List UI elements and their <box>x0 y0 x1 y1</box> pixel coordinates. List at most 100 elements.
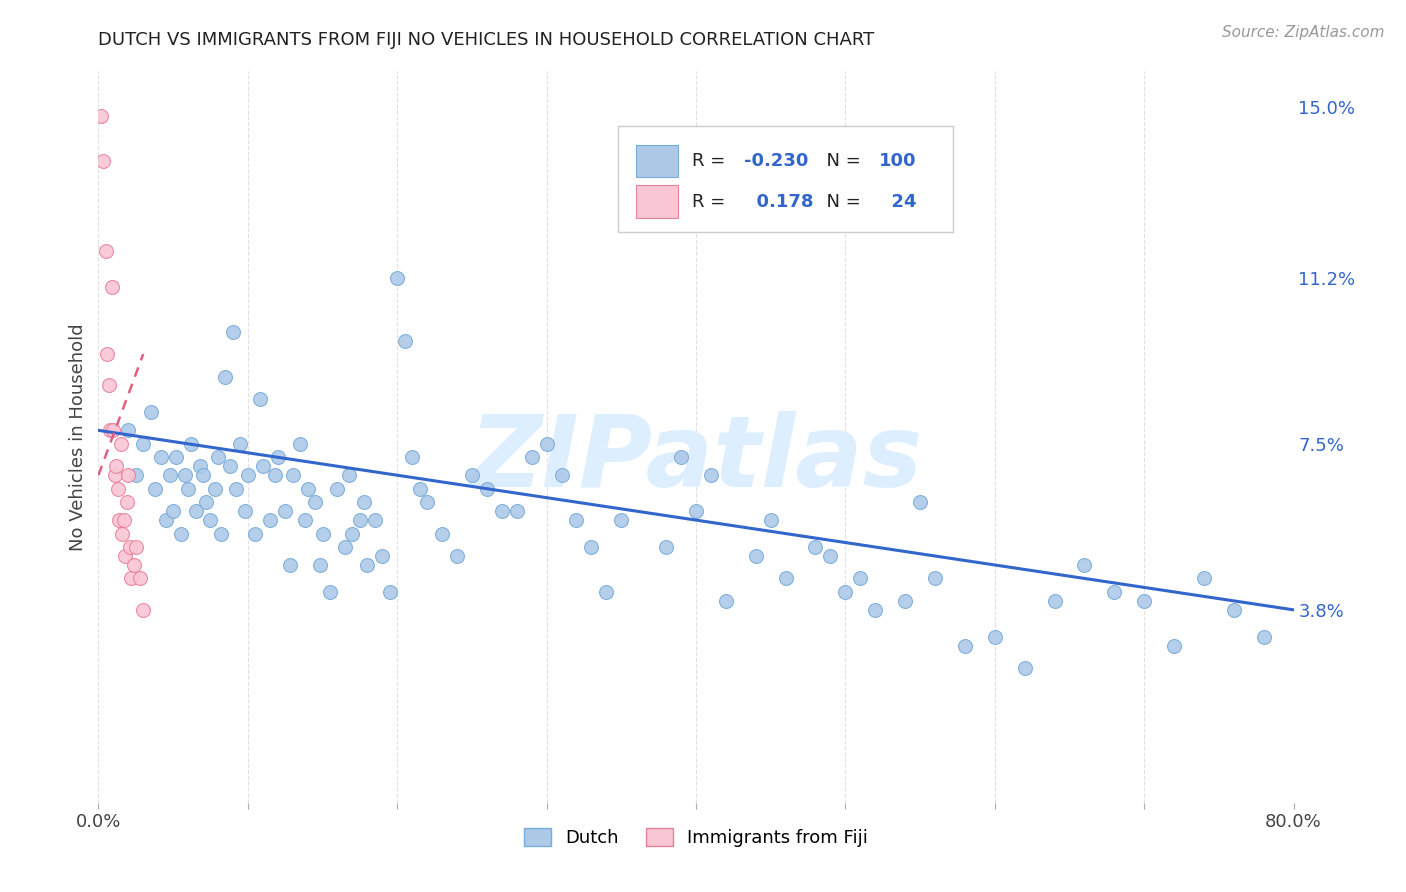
Point <box>143 482 166 496</box>
Point <box>408 482 430 496</box>
Point <box>112 513 135 527</box>
Point <box>520 450 543 465</box>
Y-axis label: No Vehicles in Household: No Vehicles in Household <box>69 323 87 551</box>
Point <box>849 571 872 585</box>
Point <box>118 540 141 554</box>
Point <box>326 482 349 496</box>
Point <box>550 468 572 483</box>
Point <box>865 603 887 617</box>
Point <box>200 513 222 527</box>
Point <box>225 482 247 496</box>
Point <box>775 571 797 585</box>
Text: R =: R = <box>692 152 731 169</box>
Point <box>236 468 259 483</box>
Point <box>120 571 142 585</box>
Point <box>353 495 375 509</box>
Point <box>401 450 423 465</box>
Point <box>90 109 112 123</box>
Point <box>953 639 976 653</box>
Point <box>252 459 274 474</box>
Point <box>349 513 371 527</box>
Point <box>117 423 139 437</box>
Point <box>114 549 136 563</box>
Point <box>96 347 118 361</box>
Point <box>263 468 285 483</box>
Point <box>259 513 281 527</box>
Point <box>124 558 146 572</box>
Point <box>107 482 129 496</box>
Point <box>908 495 931 509</box>
Point <box>267 450 290 465</box>
Point <box>103 423 125 437</box>
Point <box>184 504 207 518</box>
Point <box>714 594 737 608</box>
Point <box>356 558 378 572</box>
Point <box>288 437 311 451</box>
Point <box>371 549 394 563</box>
Point <box>461 468 484 483</box>
Point <box>565 513 588 527</box>
Point <box>1223 603 1246 617</box>
FancyBboxPatch shape <box>619 126 953 232</box>
Point <box>1014 661 1036 675</box>
Point <box>364 513 387 527</box>
Point <box>536 437 558 451</box>
Point <box>204 482 226 496</box>
Point <box>416 495 439 509</box>
Point <box>278 558 301 572</box>
Point <box>281 468 304 483</box>
Point <box>117 468 139 483</box>
Point <box>745 549 768 563</box>
Point <box>98 423 122 437</box>
Point <box>97 378 120 392</box>
Point <box>385 270 409 285</box>
Point <box>129 571 152 585</box>
Text: -0.230: -0.230 <box>744 152 808 169</box>
Point <box>804 540 827 554</box>
Point <box>378 585 401 599</box>
Point <box>1043 594 1066 608</box>
Text: Source: ZipAtlas.com: Source: ZipAtlas.com <box>1222 25 1385 40</box>
Point <box>475 482 498 496</box>
Point <box>162 504 184 518</box>
Point <box>595 585 617 599</box>
Point <box>834 585 856 599</box>
Point <box>1163 639 1185 653</box>
Point <box>333 540 356 554</box>
Point <box>1192 571 1215 585</box>
Point <box>94 244 117 258</box>
Point <box>165 450 187 465</box>
Point <box>820 549 842 563</box>
FancyBboxPatch shape <box>637 145 678 178</box>
Text: N =: N = <box>815 193 868 211</box>
FancyBboxPatch shape <box>637 185 678 218</box>
Point <box>319 585 342 599</box>
Point <box>108 513 131 527</box>
Point <box>91 154 114 169</box>
Point <box>274 504 297 518</box>
Point <box>491 504 513 518</box>
Point <box>249 392 271 406</box>
Point <box>180 437 202 451</box>
Text: R =: R = <box>692 193 731 211</box>
Point <box>1104 585 1126 599</box>
Point <box>177 482 200 496</box>
Point <box>101 279 124 293</box>
Point <box>1133 594 1156 608</box>
Point <box>304 495 326 509</box>
Point <box>294 513 316 527</box>
Legend: Dutch, Immigrants from Fiji: Dutch, Immigrants from Fiji <box>515 819 877 856</box>
Text: 24: 24 <box>879 193 917 211</box>
Point <box>655 540 678 554</box>
Point <box>159 468 181 483</box>
Point <box>311 526 333 541</box>
Point <box>155 513 177 527</box>
Point <box>132 437 155 451</box>
Point <box>342 526 364 541</box>
Text: 100: 100 <box>879 152 917 169</box>
Point <box>669 450 692 465</box>
Point <box>207 450 229 465</box>
Point <box>115 495 138 509</box>
Point <box>759 513 782 527</box>
Point <box>219 459 242 474</box>
